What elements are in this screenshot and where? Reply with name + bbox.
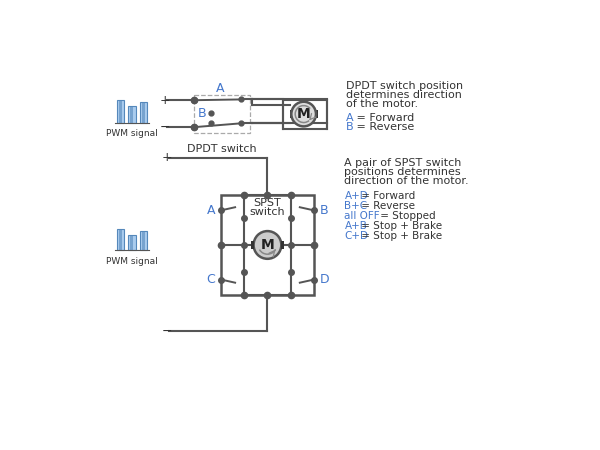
Text: = Reverse: = Reverse xyxy=(358,201,415,211)
Text: A pair of SPST switch: A pair of SPST switch xyxy=(344,158,462,168)
Text: switch: switch xyxy=(250,207,285,217)
Text: −: − xyxy=(162,325,173,338)
Polygon shape xyxy=(119,100,122,123)
Polygon shape xyxy=(128,235,136,250)
Polygon shape xyxy=(130,106,133,123)
Polygon shape xyxy=(128,106,136,123)
Text: DPDT switch: DPDT switch xyxy=(187,144,257,154)
Text: determines direction: determines direction xyxy=(346,90,462,100)
Text: +: + xyxy=(162,152,173,164)
Text: B: B xyxy=(346,122,353,132)
Polygon shape xyxy=(130,235,133,250)
Text: +: + xyxy=(160,94,170,107)
Text: = Forward: = Forward xyxy=(353,112,414,122)
Text: = Reverse: = Reverse xyxy=(353,122,414,132)
Text: direction of the motor.: direction of the motor. xyxy=(344,176,469,186)
Text: B: B xyxy=(197,107,206,120)
Text: M: M xyxy=(260,238,274,252)
Polygon shape xyxy=(314,110,317,118)
Text: −: − xyxy=(160,121,170,134)
Text: C+D: C+D xyxy=(344,231,368,241)
Polygon shape xyxy=(140,102,148,123)
Polygon shape xyxy=(281,241,284,249)
Text: = Stop + Brake: = Stop + Brake xyxy=(358,231,442,241)
Polygon shape xyxy=(116,100,124,123)
Text: B: B xyxy=(320,204,328,217)
Text: all OFF: all OFF xyxy=(344,211,380,221)
Text: = Forward: = Forward xyxy=(358,191,416,201)
Text: = Stop + Brake: = Stop + Brake xyxy=(358,221,442,231)
Text: M: M xyxy=(297,107,311,121)
Text: DPDT switch position: DPDT switch position xyxy=(346,81,463,91)
Text: SPST: SPST xyxy=(254,198,281,208)
Circle shape xyxy=(254,231,281,259)
Polygon shape xyxy=(142,102,145,123)
Circle shape xyxy=(292,102,316,126)
Text: PWM signal: PWM signal xyxy=(106,130,158,139)
Text: C: C xyxy=(206,273,215,286)
Text: A: A xyxy=(346,112,353,122)
Text: of the motor.: of the motor. xyxy=(346,99,418,109)
Polygon shape xyxy=(290,110,293,118)
Polygon shape xyxy=(251,241,254,249)
Text: = Stopped: = Stopped xyxy=(377,211,436,221)
Text: PWM signal: PWM signal xyxy=(106,256,158,266)
Text: A+D: A+D xyxy=(344,191,368,201)
Text: A: A xyxy=(206,204,215,217)
Polygon shape xyxy=(140,231,148,250)
Text: A: A xyxy=(215,82,224,95)
Polygon shape xyxy=(142,231,145,250)
Polygon shape xyxy=(119,229,122,250)
Text: A+B: A+B xyxy=(344,221,367,231)
Text: D: D xyxy=(320,273,329,286)
Text: B+C: B+C xyxy=(344,201,368,211)
Text: positions determines: positions determines xyxy=(344,167,461,177)
Polygon shape xyxy=(116,229,124,250)
